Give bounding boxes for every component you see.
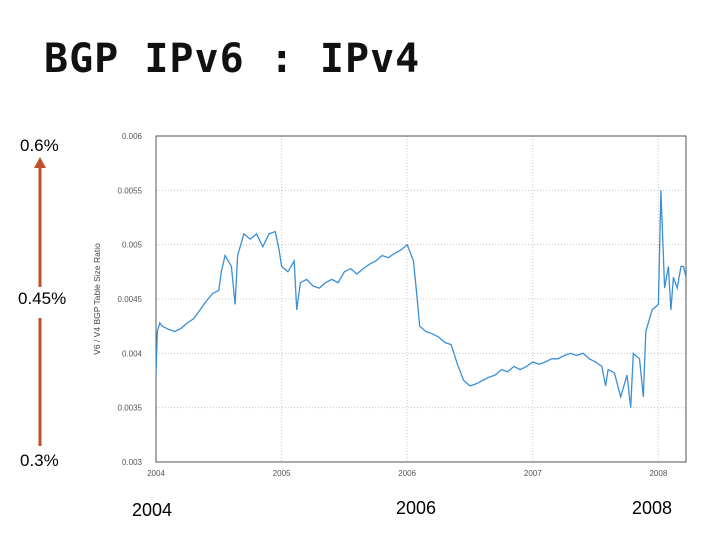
plot-frame (155, 135, 687, 463)
annotation-middle: 0.45% (18, 289, 67, 308)
ratio-line-chart: 0.003 0.0035 0.004 0.0045 0.005 0.0055 0.006 2… (92, 132, 687, 478)
y-tick-label: 0.0035 (118, 404, 143, 413)
y-axis-ticks: 0.003 0.0035 0.004 0.0045 0.005 0.0055 0.006 (118, 132, 143, 467)
x-tick-label: 2005 (273, 469, 291, 478)
year-label-2008: 2008 (632, 498, 673, 518)
year-label-2006: 2006 (396, 498, 437, 518)
y-tick-label: 0.006 (122, 132, 143, 141)
y-tick-label: 0.003 (122, 458, 143, 467)
up-arrowhead-icon (34, 157, 46, 168)
y-tick-label: 0.0045 (118, 295, 143, 304)
y-axis-label: V6 / V4 BGP Table Size Ratio (92, 243, 102, 355)
year-label-2004: 2004 (132, 500, 173, 520)
slide-title: BGP IPv6 : IPv4 (44, 36, 421, 82)
series-line-v6-v4-ratio (155, 190, 687, 408)
annotation-bottom: 0.3% (20, 451, 59, 470)
x-axis-ticks: 2004 2005 2006 2007 2008 (147, 469, 668, 478)
annotation-top: 0.6% (20, 136, 59, 155)
x-tick-label: 2007 (524, 469, 542, 478)
x-tick-label: 2004 (147, 469, 165, 478)
y-tick-label: 0.004 (122, 349, 143, 358)
x-tick-label: 2006 (398, 469, 416, 478)
y-tick-label: 0.005 (122, 241, 143, 250)
y-tick-label: 0.0055 (118, 186, 143, 195)
x-tick-label: 2008 (649, 469, 667, 478)
